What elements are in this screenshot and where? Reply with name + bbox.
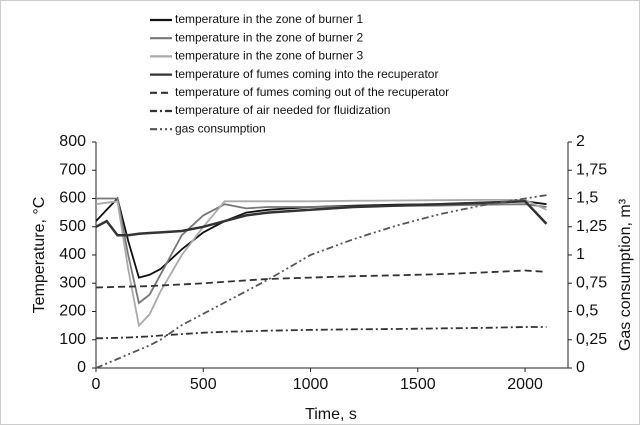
y-tick-label: 500: [59, 218, 86, 235]
x-tick-label: 500: [190, 376, 217, 393]
legend-label: temperature of air needed for fluidizati…: [175, 103, 390, 117]
series-line: [95, 194, 547, 369]
y-axis-title: Temperature, °C: [31, 197, 48, 314]
y-tick-label: 300: [59, 274, 86, 291]
x-axis-title: Time, s: [305, 406, 357, 423]
y-tick-label: 200: [59, 303, 86, 320]
y2-tick-label: 2: [576, 133, 585, 150]
y2-tick-label: 0,5: [576, 303, 598, 320]
y2-tick-label: 1,75: [576, 161, 607, 178]
y2-tick-label: 0: [576, 359, 585, 376]
y2-tick-label: 0,75: [576, 274, 607, 291]
legend-label: temperature in the zone of burner 1: [175, 12, 363, 26]
y-tick-label: 800: [59, 133, 86, 150]
y2-tick-label: 1,5: [576, 190, 598, 207]
y-tick-label: 100: [59, 331, 86, 348]
series-line: [96, 197, 547, 305]
series-line: [95, 200, 548, 237]
series-line: [95, 269, 547, 289]
x-tick-label: 0: [92, 376, 101, 393]
x-tick-label: 1000: [293, 376, 329, 393]
y2-tick-label: 1: [576, 246, 585, 263]
y-tick-label: 0: [77, 359, 86, 376]
y2-tick-label: 0,25: [576, 331, 607, 348]
series-line: [95, 199, 547, 328]
y2-axis-title: Gas consumption, m³: [617, 198, 634, 351]
y-tick-label: 400: [59, 246, 86, 263]
x-tick-label: 1500: [400, 376, 436, 393]
y2-tick-label: 1,25: [576, 218, 607, 235]
y-tick-label: 600: [59, 190, 86, 207]
legend-label: temperature in the zone of burner 3: [175, 49, 363, 63]
x-tick-label: 2000: [507, 376, 543, 393]
legend-label: gas consumption: [175, 121, 266, 135]
y-tick-label: 700: [59, 161, 86, 178]
series-line: [95, 326, 547, 340]
legend-label: temperature of fumes coming out of the r…: [175, 85, 449, 99]
legend-label: temperature in the zone of burner 2: [175, 30, 363, 44]
legend-label: temperature of fumes coming into the rec…: [175, 67, 438, 81]
